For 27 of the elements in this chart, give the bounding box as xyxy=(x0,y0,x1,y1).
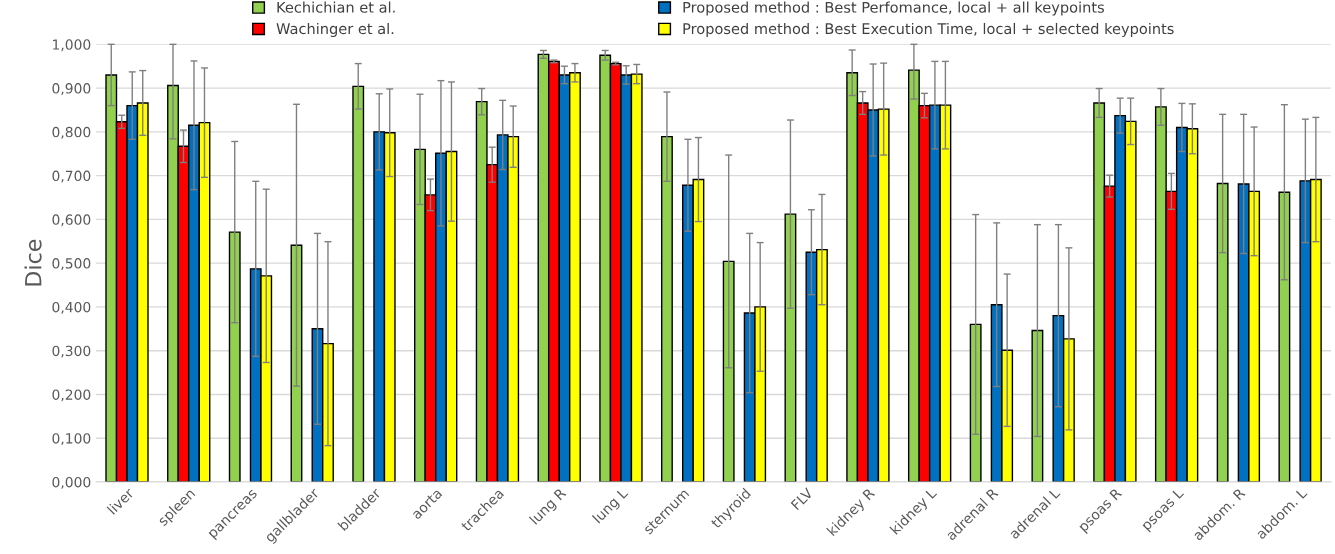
y-tick-label: 0,200 xyxy=(52,389,91,402)
bar xyxy=(290,244,303,482)
y-tick-label: 0,600 xyxy=(52,214,91,227)
y-tick-label: 1,000 xyxy=(53,39,91,52)
bar xyxy=(1031,329,1044,482)
bar xyxy=(722,260,735,482)
legend-label: Proposed method : Best Execution Time, local + selected keypoints xyxy=(683,22,1174,38)
bar xyxy=(784,213,797,482)
bar xyxy=(969,323,982,482)
legend-label: Proposed method : Best Perfomance, local + all keypoints xyxy=(683,1,1104,16)
bar xyxy=(660,135,673,482)
y-tick-label: 0,000 xyxy=(52,476,91,489)
bar xyxy=(1216,182,1229,482)
y-tick-label: 0,100 xyxy=(52,433,91,446)
y-tick-label: 0,900 xyxy=(52,83,91,95)
y-tick-label: 0,500 xyxy=(52,258,91,271)
y-tick-label: 0,800 xyxy=(52,126,91,139)
bar xyxy=(1278,191,1291,482)
bar xyxy=(352,85,365,482)
x-tick-label: FLV xyxy=(790,487,814,511)
y-tick-label: 0,400 xyxy=(52,301,91,314)
bar xyxy=(228,231,241,482)
legend-label: Wachinger et al. xyxy=(276,22,394,38)
y-axis-title: Dice xyxy=(24,239,42,286)
y-tick-label: 0,700 xyxy=(52,170,91,183)
y-tick-label: 0,300 xyxy=(52,345,91,358)
legend-label: Kechichian et al. xyxy=(277,1,395,13)
